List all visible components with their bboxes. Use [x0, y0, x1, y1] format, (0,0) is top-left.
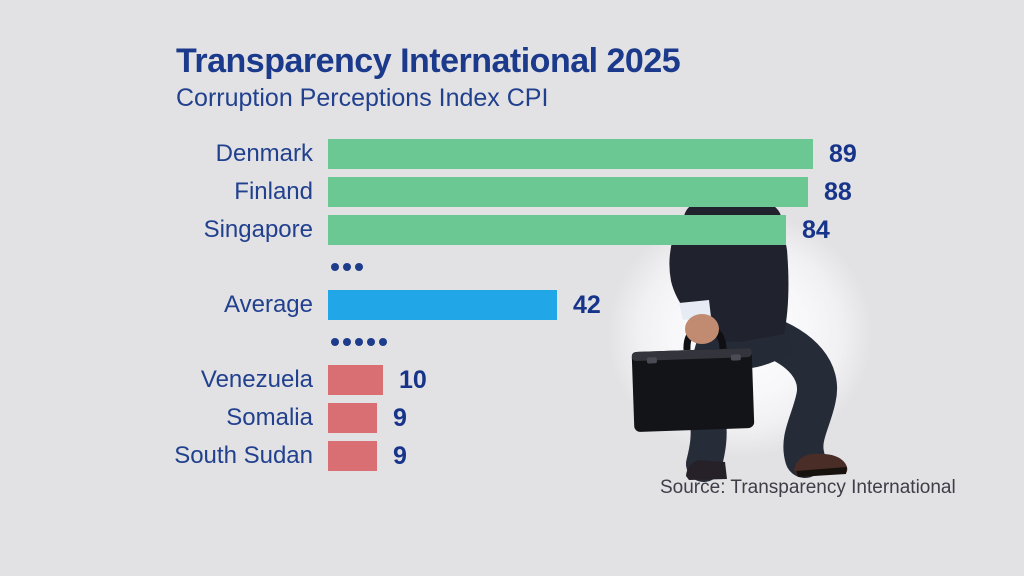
- dot: [367, 338, 375, 346]
- dot: [343, 263, 351, 271]
- bar-value: 84: [802, 216, 830, 244]
- source-caption: Source: Transparency International: [660, 477, 956, 498]
- hand: [685, 314, 719, 344]
- dot: [355, 338, 363, 346]
- bar-value: 9: [393, 404, 407, 432]
- bar-label: Singapore: [203, 216, 313, 243]
- bar-venezuela: [328, 365, 383, 395]
- page-title: Transparency International 2025: [176, 42, 681, 80]
- bar-value: 10: [399, 366, 427, 394]
- dot: [343, 338, 351, 346]
- bar-south-sudan: [328, 441, 377, 471]
- dot: [355, 263, 363, 271]
- separator-dots: [331, 338, 387, 346]
- briefcase-icon: [631, 348, 755, 432]
- dot: [331, 263, 339, 271]
- bar-label: Venezuela: [200, 366, 313, 393]
- bar-average: [328, 290, 557, 320]
- bar-singapore: [328, 215, 786, 245]
- header: Transparency International 2025 Corrupti…: [176, 42, 681, 112]
- bar-value: 42: [573, 291, 601, 319]
- dot: [331, 338, 339, 346]
- bar-value: 9: [393, 442, 407, 470]
- bar-label: Somalia: [226, 404, 313, 431]
- bar-label: Denmark: [215, 140, 313, 167]
- bar-value: 88: [824, 178, 852, 206]
- bar-denmark: [328, 139, 813, 169]
- bar-finland: [328, 177, 808, 207]
- dot: [379, 338, 387, 346]
- separator-dots: [331, 263, 363, 271]
- bar-somalia: [328, 403, 377, 433]
- bar-label: Average: [224, 291, 313, 318]
- bar-label: South Sudan: [174, 442, 313, 469]
- bar-value: 89: [829, 140, 857, 168]
- page-subtitle: Corruption Perceptions Index CPI: [176, 84, 549, 112]
- left-shoe-icon: [686, 460, 727, 480]
- bar-label: Finland: [234, 178, 313, 205]
- right-shoe-sole: [796, 467, 847, 477]
